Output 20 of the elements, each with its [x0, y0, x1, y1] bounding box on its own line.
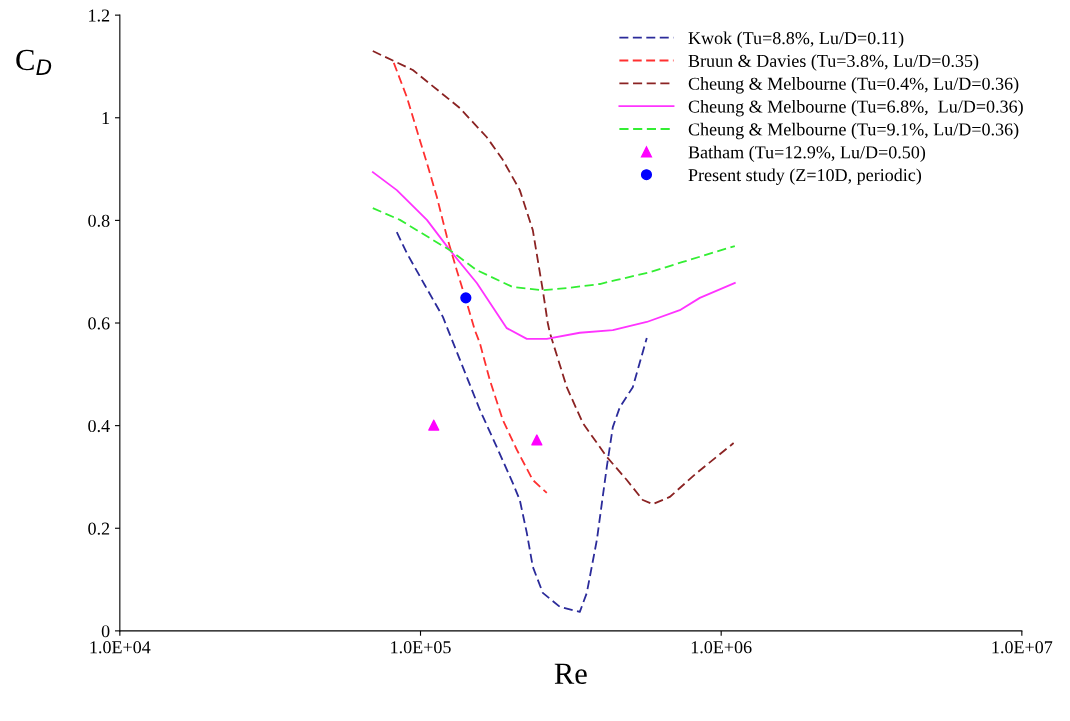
legend-label: Cheung & Melbourne (Tu=9.1%, Lu/D=0.36)	[688, 122, 1019, 140]
y-tick-label: 1.2	[89, 9, 110, 22]
x-tick-label: 1.0E+04	[90, 641, 151, 654]
y-tick-label: 0.4	[88, 419, 110, 433]
x-tick-label: 1.0E+06	[691, 641, 752, 654]
legend-label: Cheung & Melbourne (Tu=6.8%, Lu/D=0.36)	[688, 99, 1023, 117]
y-tick-label: 0	[101, 625, 110, 638]
y-axis-title: C$_{D}$	[16, 49, 52, 75]
y-tick-label: 1	[102, 112, 110, 125]
legend-label: Present study (Z=10D, periodic)	[688, 168, 922, 185]
legend-label: Bruun & Davies (Tu=3.8%, Lu/D=0.35)	[688, 54, 979, 71]
x-tick-label: 1.0E+07	[992, 641, 1053, 654]
legend-label: Batham (Tu=12.9%, Lu/D=0.50)	[688, 145, 926, 163]
x-axis-title: Re	[554, 663, 587, 685]
y-tick-label: 0.2	[88, 522, 110, 535]
x-tick-label: 1.0E+05	[391, 641, 451, 654]
legend-label: Cheung & Melbourne (Tu=0.4%, Lu/D=0.36)	[688, 77, 1019, 94]
legend-label: Kwok (Tu=8.8%, Lu/D=0.11)	[688, 31, 904, 48]
y-tick-label: 0.8	[88, 214, 110, 227]
y-tick-label: 0.6	[88, 317, 110, 330]
